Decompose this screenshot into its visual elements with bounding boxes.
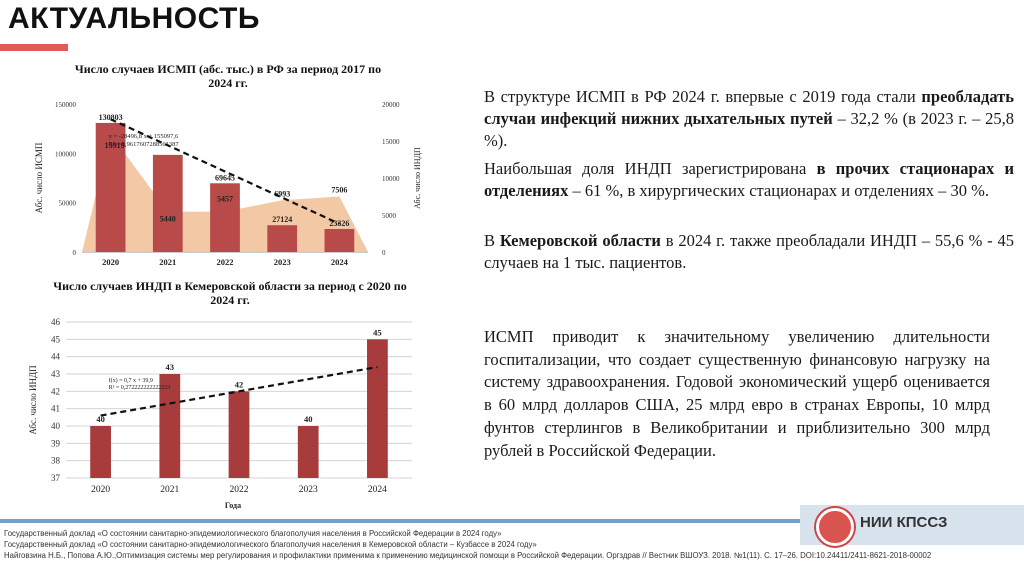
- chart2-title: Число случаев ИНДП в Кемеровской области…: [53, 279, 407, 307]
- y-axis-label: Абс. число ИСМП: [34, 142, 44, 213]
- x-tick-label: 2021: [160, 485, 179, 495]
- reference-2: Государственный доклад «О состоянии сани…: [4, 540, 537, 549]
- indp-data-label: 6993: [274, 189, 290, 198]
- y-tick-label: 41: [51, 404, 60, 414]
- y2-tick-label: 10000: [382, 175, 400, 183]
- indp-data-label: 15919: [105, 141, 125, 150]
- paragraph-share: Наибольшая доля ИНДП зарегистрирована в …: [484, 159, 1014, 200]
- trend-line: [110, 118, 340, 225]
- x-tick-label: 2024: [331, 257, 349, 267]
- ismp-bar: [210, 183, 240, 252]
- indp-bar: [90, 426, 111, 478]
- indp-data-label: 5457: [217, 195, 233, 204]
- x-tick-label: 2021: [159, 257, 176, 267]
- y-tick-label: 45: [51, 334, 61, 344]
- bar-data-label: 43: [166, 362, 175, 372]
- trend-line: [100, 365, 378, 417]
- reference-3: Найговзина Н.Б., Попова А.Ю.,Оптимизация…: [4, 551, 932, 560]
- y-tick-label: 0: [73, 249, 77, 257]
- y-axis-label: Абс. число ИНДП: [28, 365, 38, 435]
- ismp-data-label: 27124: [272, 215, 292, 224]
- indp-bar: [159, 374, 181, 478]
- y-tick-label: 46: [51, 317, 61, 327]
- x-tick-label: 2023: [274, 257, 291, 267]
- indp-bar: [297, 426, 319, 478]
- trend-r2: R² = 0,9617607288561387: [109, 141, 180, 148]
- footer-divider: [0, 519, 800, 523]
- title-accent-bar: [0, 44, 68, 51]
- y2-tick-label: 15000: [382, 138, 400, 146]
- x-tick-label: 2022: [230, 485, 249, 495]
- trend-equation: y = -28496,8 x + 155097,6: [109, 133, 179, 140]
- ismp-data-label: 130803: [99, 113, 123, 122]
- y-tick-label: 40: [51, 421, 61, 431]
- trend-r2: R² = 0,272222222222223: [109, 385, 171, 391]
- y-tick-label: 43: [51, 369, 61, 379]
- y-tick-label: 44: [51, 352, 61, 362]
- x-tick-label: 2020: [102, 257, 119, 267]
- bar-data-label: 42: [235, 379, 244, 389]
- x-tick-label: 2024: [368, 485, 387, 495]
- x-tick-label: 2022: [217, 257, 234, 267]
- bar-data-label: 40: [304, 414, 313, 424]
- indp-bar: [367, 339, 388, 478]
- chart2-indp-kemerovo: 37 38 39 40 41 42 43 44 45 46 Абс. число ИНДП 40 43 4…: [28, 317, 412, 510]
- indp-data-label: 7506: [331, 185, 347, 194]
- x-axis-label: Года: [225, 501, 241, 510]
- ismp-bar: [95, 122, 126, 252]
- institute-logo-text: НИИ КПССЗ: [860, 514, 948, 531]
- x-tick-label: 2020: [91, 485, 110, 495]
- y-tick-label: 39: [51, 438, 61, 448]
- y-tick-label: 38: [51, 456, 61, 466]
- indp-bar: [228, 391, 250, 478]
- institute-logo-icon: [816, 508, 854, 546]
- bar-data-label: 45: [373, 327, 382, 337]
- y2-axis-label: Абс. число ИНДП: [413, 147, 422, 209]
- trend-equation: f(x) = 0,7 x + 39,9: [109, 377, 153, 384]
- y2-tick-label: 20000: [382, 101, 400, 109]
- y2-tick-label: 5000: [382, 212, 397, 220]
- ismp-bar: [267, 225, 298, 252]
- chart1-isмp-rf: 0 50000 100000 150000 0 5000 10000 15000 20000 Аб…: [34, 101, 422, 267]
- references: Государственный доклад «О состоянии сани…: [4, 528, 1020, 561]
- y-tick-label: 42: [51, 386, 60, 396]
- y-tick-label: 100000: [55, 150, 77, 158]
- page-title: АКТУАЛЬНОСТЬ: [8, 2, 260, 35]
- y2-tick-label: 0: [382, 249, 386, 257]
- paragraph-structure: В структуре ИСМП в РФ 2024 г. впервые с …: [484, 87, 1015, 150]
- paragraph-kemerovo: В Кемеровской области в 2024 г. также пр…: [484, 231, 1014, 272]
- y-tick-label: 37: [51, 473, 61, 483]
- ismp-bar: [152, 154, 183, 252]
- reference-1: Государственный доклад «О состоянии сани…: [4, 529, 502, 538]
- x-tick-label: 2023: [299, 485, 318, 495]
- bar-data-label: 40: [96, 414, 105, 424]
- indp-data-label: 5440: [160, 215, 176, 224]
- economic-damage-text: ИСМП приводит к значительному увеличению…: [484, 327, 990, 460]
- ismp-bar: [324, 228, 355, 252]
- y-tick-label: 50000: [59, 200, 77, 208]
- y-tick-label: 150000: [55, 101, 77, 109]
- chart1-title: Число случаев ИСМП (абс. тыс.) в РФ за п…: [74, 62, 382, 90]
- ismp-data-label: 69645: [215, 173, 235, 182]
